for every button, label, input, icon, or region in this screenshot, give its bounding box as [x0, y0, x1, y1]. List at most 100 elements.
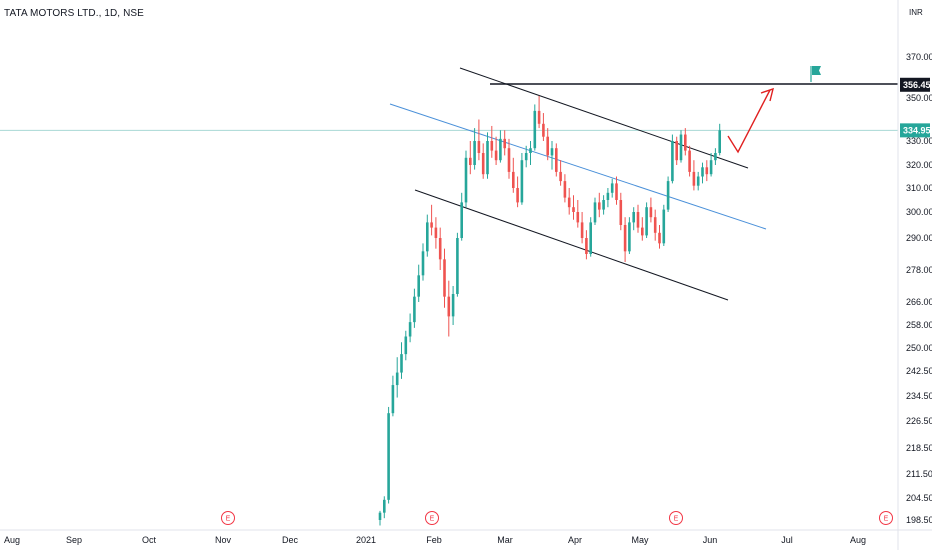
- candle-body: [473, 141, 476, 165]
- candle-body: [718, 130, 721, 153]
- currency-label: INR: [909, 8, 923, 17]
- candle: [460, 192, 463, 241]
- candle: [537, 95, 541, 129]
- y-tick-label: 266.00: [906, 297, 932, 307]
- x-tick-label: Sep: [66, 535, 82, 545]
- candle-body: [688, 150, 691, 172]
- candle: [456, 232, 459, 297]
- candle: [671, 134, 674, 184]
- price-tags: 356.45 334.95: [900, 77, 931, 138]
- candle-body: [559, 171, 562, 182]
- candle-body: [447, 296, 451, 317]
- candle: [383, 496, 386, 519]
- candle: [585, 230, 588, 260]
- candle-body: [675, 141, 678, 161]
- x-tick-label: 2021: [356, 535, 376, 545]
- price-axis[interactable]: INR 370.00 350.00 330.00 320.00 310.00 300.00 2…: [897, 0, 932, 550]
- candle: [615, 176, 618, 205]
- earnings-circle: [669, 511, 683, 525]
- candle-body: [443, 259, 446, 297]
- candle-body: [585, 238, 588, 254]
- x-tick-label: Jun: [703, 535, 718, 545]
- candle-body: [714, 153, 717, 161]
- candle: [546, 128, 549, 161]
- candle-body: [628, 222, 631, 252]
- candle-body: [602, 200, 605, 210]
- candle-body: [692, 171, 696, 186]
- candle: [645, 202, 648, 238]
- candle: [623, 217, 627, 262]
- candle: [606, 188, 610, 208]
- candle-body: [649, 207, 653, 218]
- candle: [628, 217, 631, 254]
- price-tag: 356.45: [900, 77, 931, 92]
- x-tick-label: Oct: [142, 535, 157, 545]
- candle-body: [378, 512, 382, 520]
- candle: [649, 197, 653, 223]
- candle-body: [413, 296, 416, 323]
- candle: [550, 141, 554, 170]
- earnings-circle: [879, 511, 893, 525]
- candle-body: [464, 157, 468, 203]
- earnings-label: E: [430, 516, 435, 523]
- candle: [555, 143, 558, 177]
- candle-body: [434, 227, 438, 238]
- candle: [469, 141, 472, 175]
- candle-body: [641, 227, 644, 236]
- candle: [400, 342, 403, 379]
- candle-body: [494, 150, 498, 161]
- chart-title: TATA MOTORS LTD., 1D, NSE: [4, 8, 144, 19]
- candle-body: [533, 110, 537, 149]
- candle-body: [671, 141, 674, 182]
- candle: [529, 141, 532, 165]
- candle-body: [507, 148, 511, 172]
- candle: [438, 227, 442, 270]
- candle: [503, 130, 506, 156]
- candle-body: [387, 413, 390, 500]
- candle: [464, 150, 468, 208]
- candle: [572, 195, 575, 220]
- candle-body: [619, 200, 623, 225]
- earnings-marker: E: [425, 511, 439, 525]
- candle-body: [451, 294, 455, 317]
- y-tick-label: 218.50: [906, 443, 932, 453]
- candle: [447, 280, 451, 337]
- y-tick-label: 290.00: [906, 233, 932, 243]
- candle: [404, 330, 408, 361]
- x-tick-label: Aug: [4, 535, 20, 545]
- candle-body: [658, 232, 661, 244]
- candle: [576, 200, 580, 228]
- candle-body: [426, 222, 429, 252]
- time-axis[interactable]: Aug Sep Oct Nov Dec 2021 Feb Mar Apr May Jun Jul Aug: [0, 529, 932, 545]
- candle: [610, 178, 614, 198]
- earnings-marker: E: [879, 511, 893, 525]
- candle-body: [490, 141, 494, 151]
- x-tick-label: Nov: [215, 535, 232, 545]
- price-tag: 334.95: [900, 123, 931, 138]
- candle: [443, 248, 446, 308]
- candle-body: [589, 222, 592, 254]
- candle: [718, 123, 721, 156]
- candle: [559, 160, 562, 186]
- candle-body: [383, 499, 386, 513]
- earnings-circle: [221, 511, 235, 525]
- candle: [477, 119, 481, 161]
- candle-body: [555, 148, 558, 172]
- y-tick-label: 198.50: [906, 515, 932, 525]
- price-tag-label: 356.45: [903, 80, 931, 90]
- candle-body: [615, 183, 618, 200]
- candle: [641, 217, 644, 241]
- candle: [658, 225, 661, 249]
- candle-body: [499, 138, 502, 161]
- candle: [413, 288, 416, 328]
- candle: [696, 171, 700, 191]
- candle-body: [529, 148, 532, 153]
- x-tick-label: Apr: [568, 535, 582, 545]
- candle-body: [567, 197, 571, 208]
- projection-arrowhead: [760, 87, 774, 102]
- earnings-label: E: [674, 516, 679, 523]
- flag-icon: [810, 66, 821, 82]
- y-tick-label: 258.00: [906, 320, 932, 330]
- candle: [512, 157, 515, 193]
